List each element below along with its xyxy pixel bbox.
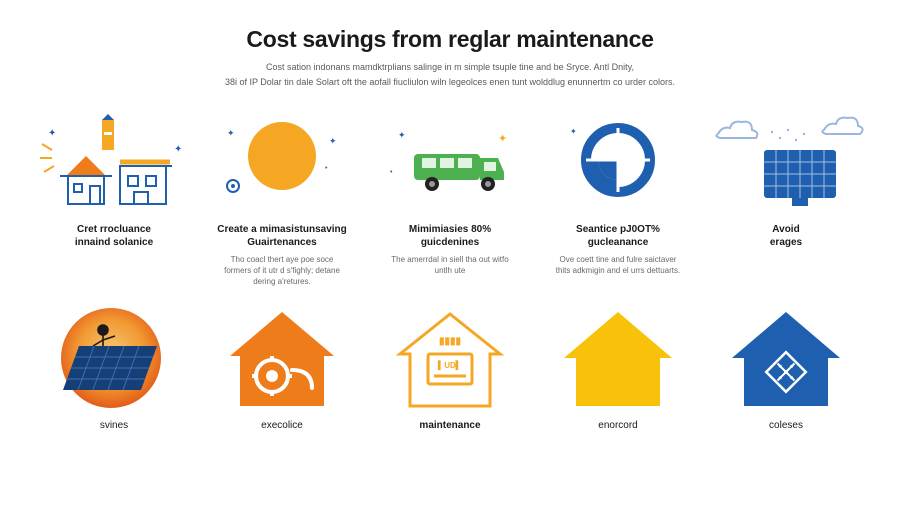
cell-sun: ✦ ✦ • Create a mimasistunsaving Guairten… — [198, 114, 366, 287]
svg-text:▮▮▮▮: ▮▮▮▮ — [439, 336, 461, 347]
svg-text:✦: ✦ — [48, 128, 56, 139]
house-scene-icon: ✦ — [30, 114, 198, 214]
sun-icon: ✦ ✦ • — [198, 114, 366, 214]
svg-text:•: • — [390, 169, 393, 176]
cell-title: Mimimiasies 80% guicdenines — [409, 224, 491, 249]
svg-text:•: • — [325, 165, 328, 172]
subtitle-line2: 38i of IP Dolar tin dale Solart oft the … — [0, 76, 900, 89]
cell-desc: Tho coacl thert aye poe soce formers of … — [217, 255, 347, 287]
header: Cost savings from reglar maintenance Cos… — [0, 0, 900, 88]
subtitle-line1: Cost sation indonans mamdktrplians salin… — [266, 62, 634, 72]
pie-chart-icon: ✦ — [534, 114, 702, 214]
panel-worker-icon — [30, 306, 198, 416]
page-title: Cost savings from reglar maintenance — [0, 26, 900, 53]
bottom-row: svines execolice — [0, 306, 900, 433]
cell-title: Avoid erages — [770, 224, 802, 249]
cell-label: coleses — [769, 420, 803, 433]
solar-panel-icon — [702, 114, 870, 214]
svg-text:✦: ✦ — [398, 130, 406, 140]
cell-panel: Avoid erages — [702, 114, 870, 249]
cell-desc: Ove coett tine and fulre saictaver thits… — [553, 255, 683, 277]
svg-text:✦: ✦ — [174, 144, 182, 155]
svg-text:✦: ✦ — [570, 127, 577, 136]
svg-text:✦: ✦ — [498, 133, 507, 145]
cell-title: Cret rrocluance innaind solanice — [75, 224, 153, 249]
van-icon: ✦ ✦ • — [366, 114, 534, 214]
house-wrench-icon: ▮▮▮▮ ▍UD▍ — [366, 306, 534, 416]
cell-label: maintenance — [419, 420, 480, 433]
svg-text:✦: ✦ — [329, 136, 337, 146]
subtitle: Cost sation indonans mamdktrplians salin… — [0, 61, 900, 88]
house-gear-icon — [198, 306, 366, 416]
cell-execolice: execolice — [198, 306, 366, 433]
cell-pie: ✦ Seantice pJ0OT% gucleanance Ove coett … — [534, 114, 702, 277]
cell-label: svines — [100, 420, 128, 433]
svg-text:✦: ✦ — [227, 128, 235, 138]
cell-desc: The amerrdal in siell tha out witfo untl… — [385, 255, 515, 277]
top-row: ✦ — [0, 114, 900, 287]
house-plain-icon — [534, 306, 702, 416]
cell-coleses: coleses — [702, 306, 870, 433]
cell-title: Create a mimasistunsaving Guairtenances — [217, 224, 347, 249]
cell-maintenance: ▮▮▮▮ ▍UD▍ maintenance — [366, 306, 534, 433]
cell-van: ✦ ✦ • Mimimiasies 80% — [366, 114, 534, 277]
cell-title: Seantice pJ0OT% gucleanance — [576, 224, 660, 249]
cell-label: enorcord — [598, 420, 637, 433]
svg-text:▍UD▍: ▍UD▍ — [437, 360, 462, 371]
cell-enorcord: enorcord — [534, 306, 702, 433]
house-diamond-icon — [702, 306, 870, 416]
cell-svines: svines — [30, 306, 198, 433]
cell-house-scene: ✦ — [30, 114, 198, 249]
cell-label: execolice — [261, 420, 303, 433]
